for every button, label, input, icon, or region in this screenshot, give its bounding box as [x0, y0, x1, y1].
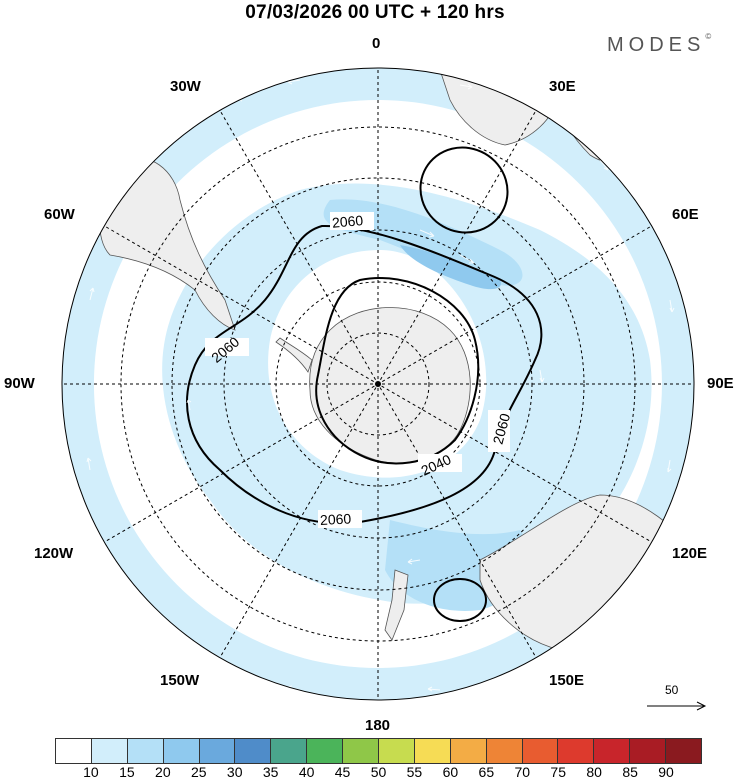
south-pole-marker — [375, 381, 381, 387]
contour-label-masks — [205, 212, 510, 528]
colorbar-tick-label: 75 — [550, 764, 567, 780]
colorbar — [55, 738, 702, 764]
colorbar-tick-label: 80 — [586, 764, 602, 780]
lon-label-30e: 30E — [549, 78, 576, 95]
map-disc: 2060 2060 2060 2060 2040 — [62, 68, 694, 700]
brand-mark: © — [705, 32, 712, 41]
lon-label-30w: 30W — [170, 78, 201, 95]
lon-label-60e: 60E — [672, 206, 699, 223]
colorbar-swatch — [630, 739, 667, 763]
contour-label: 2060 — [320, 510, 352, 528]
colorbar-tick-label: 20 — [155, 764, 171, 780]
colorbar-swatch — [127, 739, 164, 763]
colorbar-swatch — [343, 739, 380, 763]
south-america — [99, 157, 236, 331]
lon-label-150w: 150W — [160, 672, 200, 689]
colorbar-tick-label: 85 — [622, 764, 638, 780]
contour-label: 2060 — [331, 212, 364, 231]
lon-label-60w: 60W — [44, 206, 75, 223]
lon-label-0: 0 — [372, 35, 381, 52]
contour-high-tasman — [433, 578, 487, 622]
colorbar-swatch — [450, 739, 487, 763]
colorbar-swatch — [199, 739, 236, 763]
colorbar-tick-label: 45 — [334, 764, 351, 780]
colorbar-swatch — [594, 739, 631, 763]
brand-logo: MODES© — [607, 32, 712, 57]
colorbar-tick-label: 50 — [370, 764, 387, 780]
contour-label: 2060 — [490, 411, 514, 445]
lon-label-180: 180 — [365, 717, 391, 734]
colorbar-swatch — [163, 739, 200, 763]
colorbar-ticks: 10 15 20 25 30 35 40 45 50 55 60 65 70 75 80 85 90 — [55, 764, 702, 782]
colorbar-tick-label: 15 — [119, 764, 135, 780]
colorbar-tick-label: 40 — [298, 764, 315, 780]
contour-2060-main — [186, 224, 543, 525]
colorbar-tick-label: 55 — [406, 764, 423, 780]
colorbar-swatch — [307, 739, 344, 763]
colorbar-swatch — [379, 739, 415, 763]
colorbar-swatch — [522, 739, 559, 763]
map-title: 07/03/2026 00 UTC + 120 hrs — [245, 2, 505, 23]
colorbar-swatch — [414, 739, 451, 763]
map-border — [61, 67, 695, 701]
colorbar-tick-label: 25 — [190, 764, 207, 780]
colorbar-swatch — [91, 739, 128, 763]
contour-high-atlantic — [419, 146, 509, 234]
brand-name: MODES — [607, 34, 706, 56]
colorbar-swatch — [56, 739, 92, 763]
colorbar-swatch — [271, 739, 308, 763]
colorbar-tick-label: 35 — [262, 764, 279, 780]
colorbar-swatch — [558, 739, 595, 763]
lon-label-120e: 120E — [672, 545, 708, 562]
colorbar-swatch — [486, 739, 523, 763]
colorbar-tick-label: 70 — [514, 764, 531, 780]
lon-label-90e: 90E — [707, 375, 734, 392]
wind-speed-shading-core — [400, 245, 501, 290]
lon-label-90w: 90W — [4, 375, 35, 392]
lon-label-120w: 120W — [34, 545, 74, 562]
reference-vector-arrow — [647, 701, 707, 711]
antarctic-peninsula — [275, 337, 313, 373]
colorbar-tick-label: 60 — [442, 764, 459, 780]
wind-speed-shading-jet — [162, 183, 652, 604]
colorbar-swatch — [666, 739, 702, 763]
reference-vector-label: 50 — [665, 683, 679, 697]
colorbar-swatch — [235, 739, 272, 763]
new-zealand — [384, 569, 409, 641]
colorbar-tick-label: 30 — [226, 764, 243, 780]
lon-label-150e: 150E — [549, 672, 585, 689]
colorbar-tick-label: 65 — [478, 764, 495, 780]
colorbar-tick-label: 10 — [83, 764, 99, 780]
colorbar-tick-label: 90 — [658, 764, 674, 780]
